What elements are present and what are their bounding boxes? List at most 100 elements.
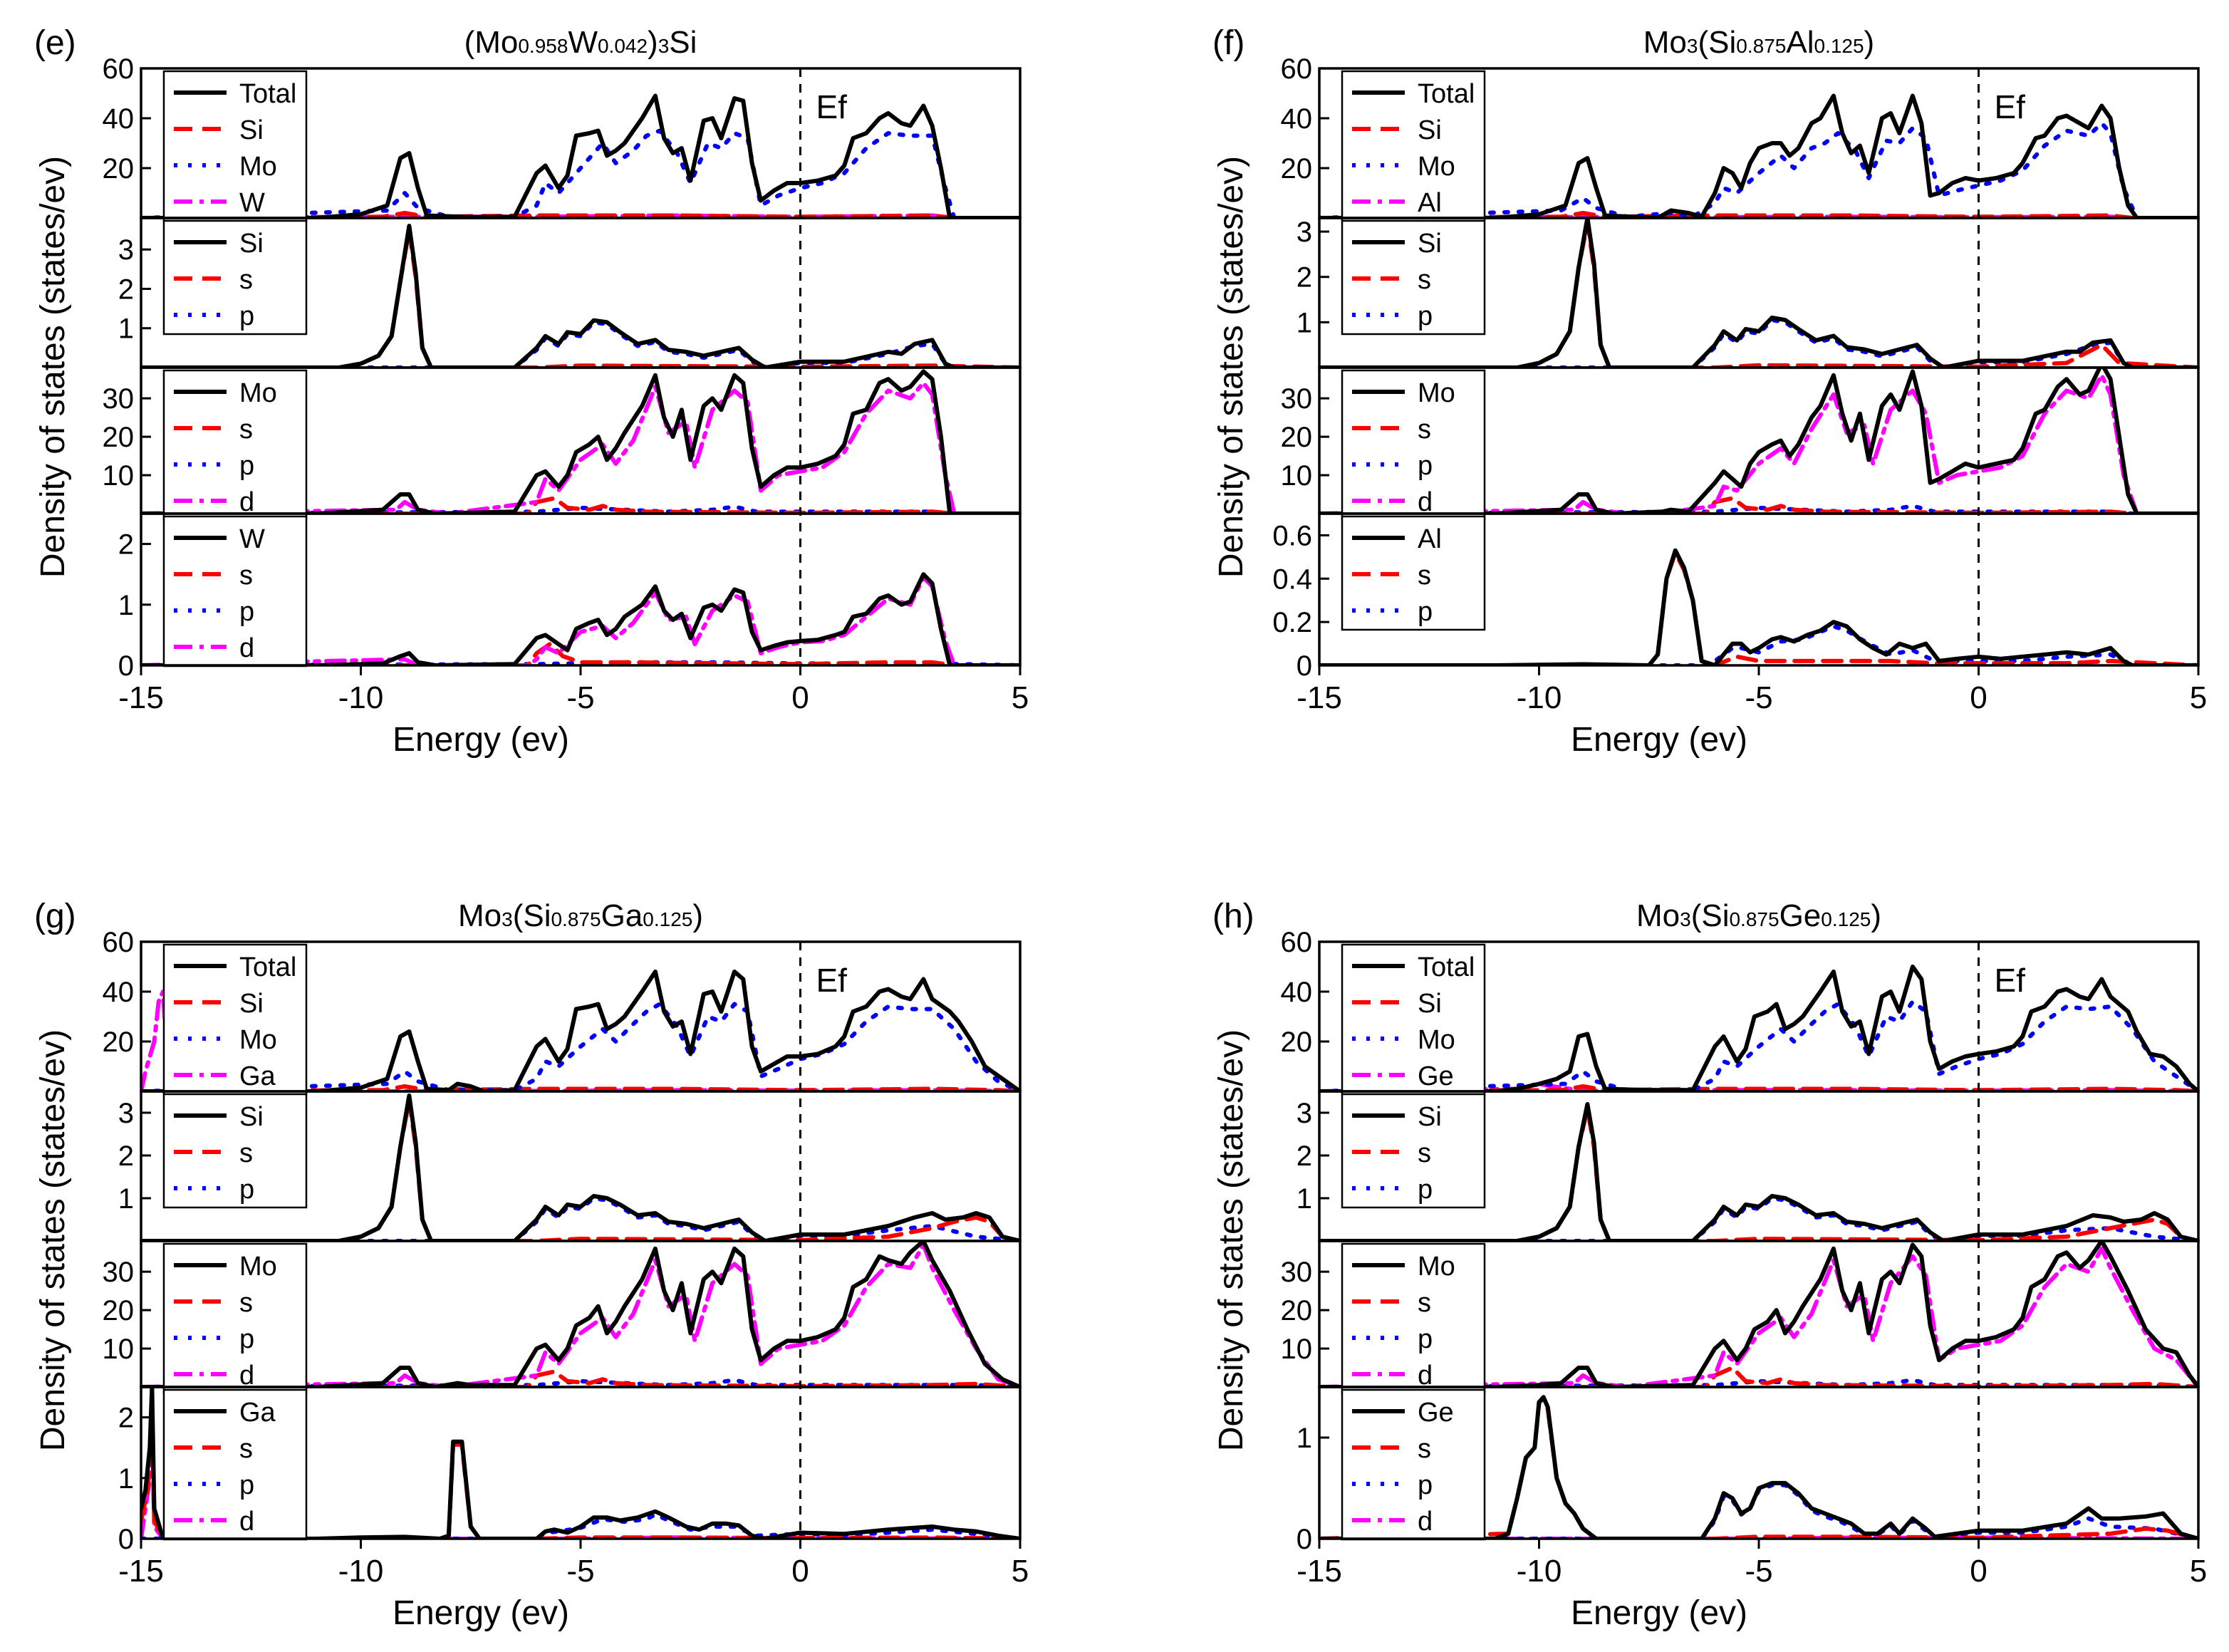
x-axis-label: Energy (ev) [1571, 721, 1747, 759]
legend: Total Si Mo Al [1341, 70, 1486, 222]
legend: Si sp [1341, 219, 1486, 336]
legend-label: s [239, 561, 253, 591]
legend-label: Si [1418, 229, 1442, 259]
series-s [1319, 496, 2198, 514]
x-tick-label: -15 [1297, 680, 1342, 715]
subplot-1: 20 40 60 Total Si Mo Ga [103, 927, 1022, 1096]
legend-label: s [1418, 1288, 1431, 1318]
legend-label: p [1418, 451, 1433, 481]
x-tick-label: -15 [118, 1554, 164, 1589]
legend-label: p [239, 1175, 254, 1205]
legend-label: d [1418, 1361, 1433, 1391]
x-tick-label: -5 [1745, 1554, 1772, 1589]
y-tick-label: 40 [1281, 103, 1313, 135]
y-tick-label: 1 [1297, 1423, 1312, 1454]
y-tick-label: 0 [118, 1524, 134, 1555]
subplot-3: 10 20 30 Mo spd [1281, 366, 2200, 521]
series-Si [1319, 211, 2198, 218]
legend-label: p [239, 301, 254, 331]
legend-label: s [1418, 415, 1431, 445]
legend-label: d [239, 1361, 254, 1391]
subplot-4: 0 1 2 Ga spd [118, 1386, 1022, 1555]
y-tick-label: 20 [103, 1295, 135, 1326]
y-tick-label: 1 [118, 1183, 134, 1215]
y-tick-label: 2 [1297, 262, 1312, 293]
legend: Si sp [162, 219, 308, 336]
series-Total [141, 970, 1020, 1091]
series-d [141, 575, 1020, 665]
legend-label: Mo [239, 378, 277, 408]
fermi-label: Ef [816, 962, 848, 999]
legend-label: s [1418, 1138, 1431, 1168]
legend-label: p [239, 597, 254, 627]
y-tick-label: 1 [1297, 307, 1312, 338]
y-tick-label: 20 [1281, 153, 1313, 185]
x-tick-label: -5 [1745, 680, 1772, 715]
y-tick-label: 30 [1281, 1257, 1313, 1288]
series-Ge [1319, 1395, 2198, 1539]
legend-label: s [1418, 1434, 1431, 1464]
panel-tag: (h) [1212, 898, 1254, 935]
series-W [141, 572, 1020, 665]
subplot-3: 10 20 30 Mo spd [1281, 1240, 2200, 1395]
legend: Si sp [1341, 1093, 1486, 1209]
legend-label: s [1418, 561, 1431, 591]
x-tick-label: 0 [1970, 680, 1987, 715]
series-Si [141, 1084, 1020, 1091]
y-tick-label: 30 [1281, 383, 1313, 415]
panel-tag: (e) [34, 24, 76, 62]
legend-label: p [1418, 597, 1433, 627]
legend-label: s [239, 415, 253, 445]
panel-tag: (f) [1212, 24, 1245, 62]
y-tick-label: 60 [1281, 927, 1313, 958]
legend-label: d [1418, 487, 1433, 517]
series-d [141, 380, 1020, 514]
x-tick-label: 5 [2190, 680, 2207, 715]
y-tick-label: 2 [118, 1141, 134, 1172]
subplot-3: 10 20 30 Mo spd [103, 366, 1022, 521]
legend-label: Total [1418, 952, 1475, 982]
y-tick-label: 40 [103, 103, 135, 135]
legend-label: Si [1418, 115, 1442, 145]
panel-title: Mo3(Si0.875Al0.125) [1643, 25, 1874, 60]
subplot-4: 0 0.2 0.4 0.6 Al sp [1272, 512, 2200, 682]
legend-label: Mo [1418, 152, 1455, 182]
y-tick-label: 30 [103, 1257, 135, 1288]
fermi-label: Ef [1995, 88, 2026, 125]
y-tick-label: 10 [103, 1334, 135, 1365]
x-tick-label: -5 [566, 1554, 594, 1589]
series-Mo [1319, 121, 2198, 218]
series-Mo [141, 128, 1020, 218]
subplot-1: 20 40 60 Total Si Mo Al [1281, 53, 2200, 222]
legend-label: Mo [239, 1025, 277, 1055]
y-tick-label: 0.2 [1272, 607, 1312, 638]
series-Mo [141, 369, 1020, 514]
legend-label: d [1418, 1507, 1433, 1537]
x-tick-label: 5 [1012, 680, 1029, 715]
legend: Al sp [1341, 515, 1486, 631]
y-tick-label: 0 [1297, 650, 1312, 682]
y-tick-label: 10 [1281, 1334, 1313, 1365]
y-tick-label: 2 [1297, 1141, 1312, 1172]
panel-f: (f) Mo3(Si0.875Al0.125)204060TotalSiMoAl1… [1212, 24, 2207, 759]
legend-label: d [239, 1507, 254, 1537]
subplot-2: 1 2 3 Si sp [1297, 1090, 2200, 1242]
y-tick-label: 10 [103, 460, 135, 492]
legend-label: Al [1418, 524, 1442, 554]
legend-label: Si [1418, 989, 1442, 1019]
legend-label: Si [239, 229, 264, 259]
series-Mo [141, 1241, 1020, 1387]
y-tick-label: 20 [1281, 1027, 1313, 1058]
y-tick-label: 30 [103, 383, 135, 415]
series-Mo [1319, 1241, 2198, 1387]
x-axis-label: Energy (ev) [1571, 1594, 1747, 1632]
legend-label: p [1418, 1324, 1433, 1354]
y-tick-label: 60 [1281, 53, 1313, 85]
x-tick-label: 0 [791, 1554, 809, 1589]
x-tick-label: -10 [1517, 680, 1562, 715]
series-p [1319, 1482, 2198, 1539]
legend: Mo spd [1341, 1242, 1486, 1395]
y-tick-label: 0 [118, 650, 134, 682]
legend-label: s [239, 1434, 253, 1464]
legend-label: Mo [1418, 1025, 1455, 1055]
